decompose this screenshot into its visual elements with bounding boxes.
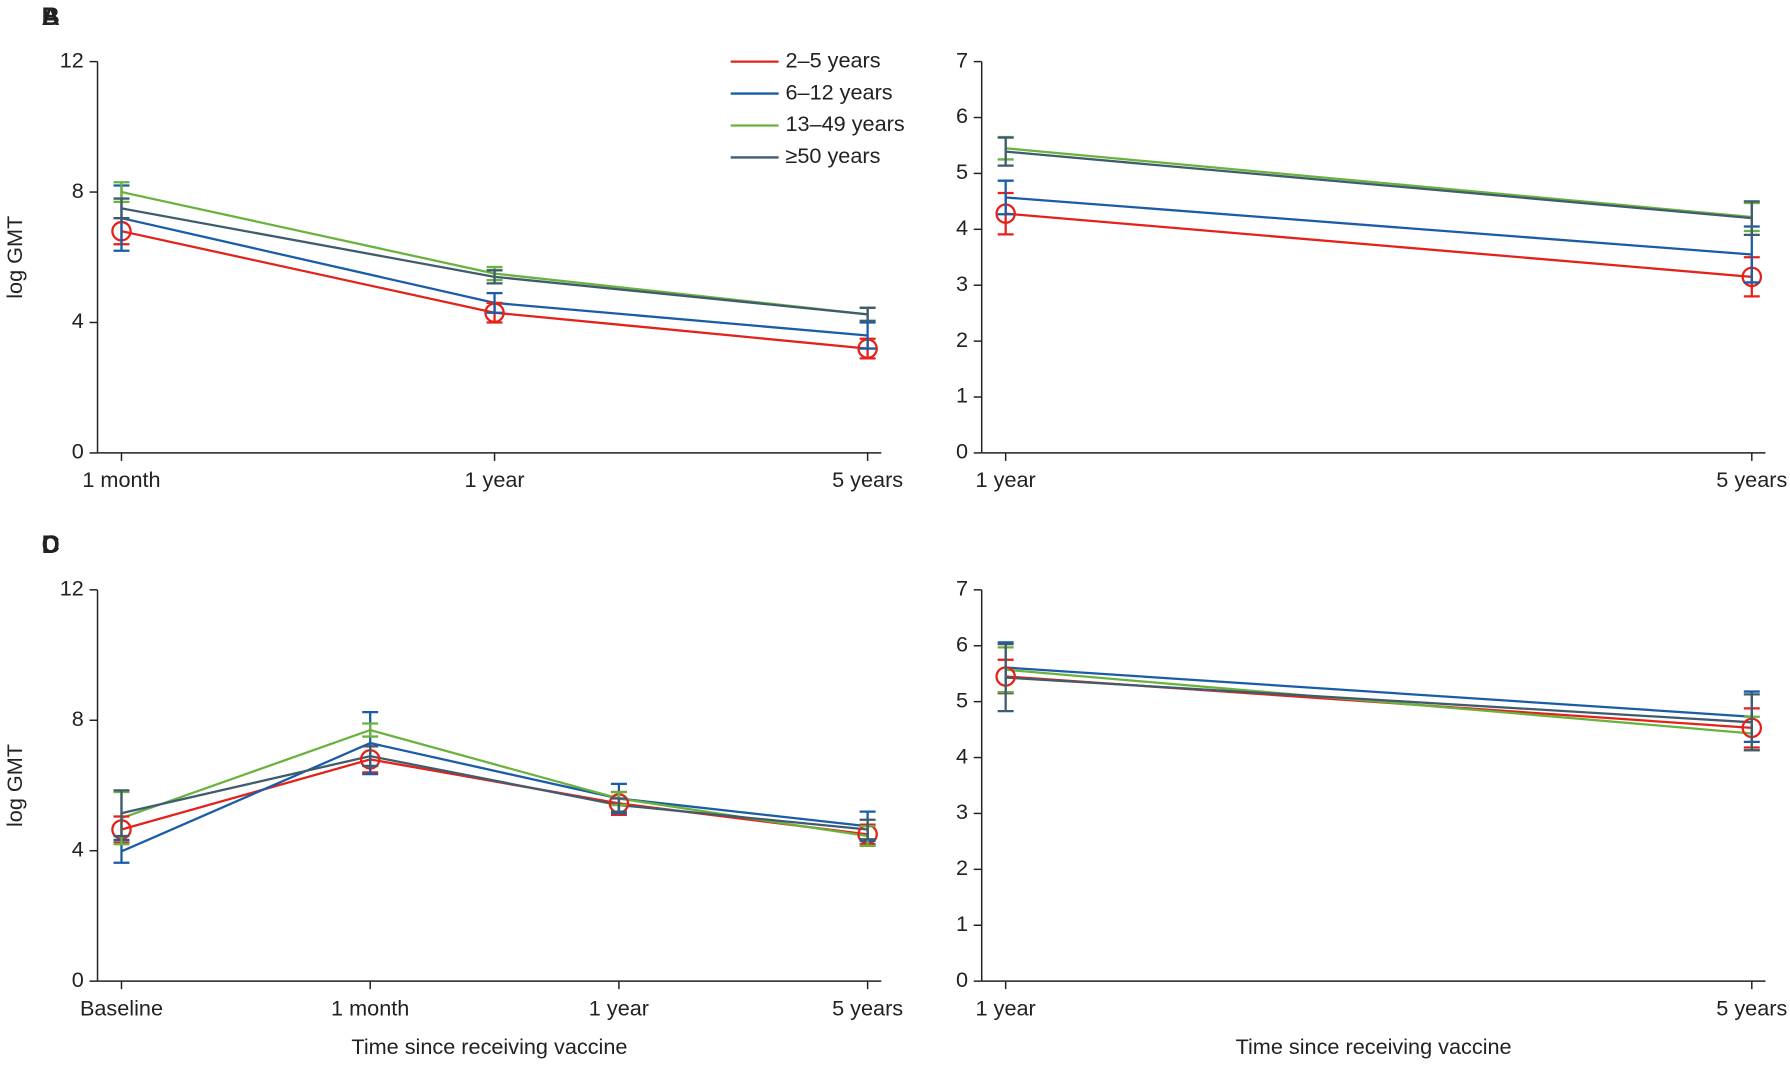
y-axis-label: log GMT (2, 216, 27, 299)
y-tick-label: 5 (956, 687, 968, 712)
error-bar (859, 306, 876, 322)
x-axis-label: Time since receiving vaccine (351, 1034, 627, 1059)
error-bar (486, 269, 503, 285)
error-bar (997, 642, 1014, 713)
x-tick-label: 5 years (1716, 467, 1787, 492)
error-bar (486, 291, 503, 314)
legend-label: 2–5 years (785, 47, 880, 72)
x-tick-label: 1 month (82, 467, 160, 492)
error-bar (362, 722, 379, 738)
y-tick-label: 12 (60, 576, 84, 601)
y-tick-label: 6 (956, 103, 968, 128)
error-bar (859, 818, 876, 841)
y-tick-label: 0 (72, 967, 84, 992)
y-tick-label: 7 (956, 47, 968, 72)
x-tick-label: 1 year (464, 467, 524, 492)
y-tick-label: 12 (60, 47, 84, 72)
x-tick-label: 5 years (832, 467, 903, 492)
y-tick-label: 8 (72, 706, 84, 731)
panel-label: A (42, 3, 60, 31)
series-line (1005, 668, 1752, 735)
y-tick-label: 6 (956, 631, 968, 656)
error-bar (610, 797, 627, 813)
y-tick-label: 4 (956, 743, 968, 768)
series-line (121, 230, 868, 350)
y-tick-label: 4 (956, 215, 968, 240)
y-tick-label: 2 (956, 327, 968, 352)
error-bar (362, 745, 379, 768)
y-tick-label: 0 (72, 439, 84, 464)
error-bar (1743, 693, 1760, 752)
y-tick-label: 3 (956, 271, 968, 296)
y-tick-label: 7 (956, 576, 968, 601)
y-tick-label: 4 (72, 308, 84, 333)
series-line (1005, 212, 1752, 278)
panel-label: B (42, 3, 60, 31)
legend-label: ≥50 years (785, 143, 880, 168)
y-tick-label: 0 (956, 439, 968, 464)
error-bar (997, 179, 1014, 216)
series-line (121, 741, 868, 853)
y-tick-label: 5 (956, 159, 968, 184)
legend-label: 13–49 years (785, 111, 904, 136)
error-bar (113, 789, 130, 838)
panel-label: D (42, 531, 60, 559)
y-tick-label: 1 (956, 911, 968, 936)
y-axis-label: log GMT (2, 744, 27, 827)
x-tick-label: 1 month (331, 995, 409, 1020)
x-tick-label: 1 year (976, 467, 1036, 492)
series-line (1005, 150, 1752, 220)
y-tick-label: 4 (72, 836, 84, 861)
x-tick-label: 5 years (1716, 995, 1787, 1020)
x-tick-label: Baseline (80, 995, 163, 1020)
error-bar (1743, 200, 1760, 237)
series-line (1005, 666, 1752, 718)
series-line (121, 754, 868, 831)
error-bar (997, 136, 1014, 167)
series-line (1005, 147, 1752, 219)
x-tick-label: 5 years (832, 995, 903, 1020)
series-line (121, 728, 868, 838)
series-line (1005, 196, 1752, 256)
y-tick-label: 3 (956, 799, 968, 824)
x-tick-label: 1 year (589, 995, 649, 1020)
legend-label: 6–12 years (785, 79, 892, 104)
y-tick-label: 2 (956, 855, 968, 880)
series-line (1005, 676, 1752, 724)
y-tick-label: 8 (72, 178, 84, 203)
y-tick-label: 0 (956, 967, 968, 992)
error-bar (113, 197, 130, 220)
x-axis-label: Time since receiving vaccine (1236, 1034, 1512, 1059)
panel-label: C (42, 531, 60, 559)
x-tick-label: 1 year (976, 995, 1036, 1020)
y-tick-label: 1 (956, 383, 968, 408)
error-bar (859, 321, 876, 350)
